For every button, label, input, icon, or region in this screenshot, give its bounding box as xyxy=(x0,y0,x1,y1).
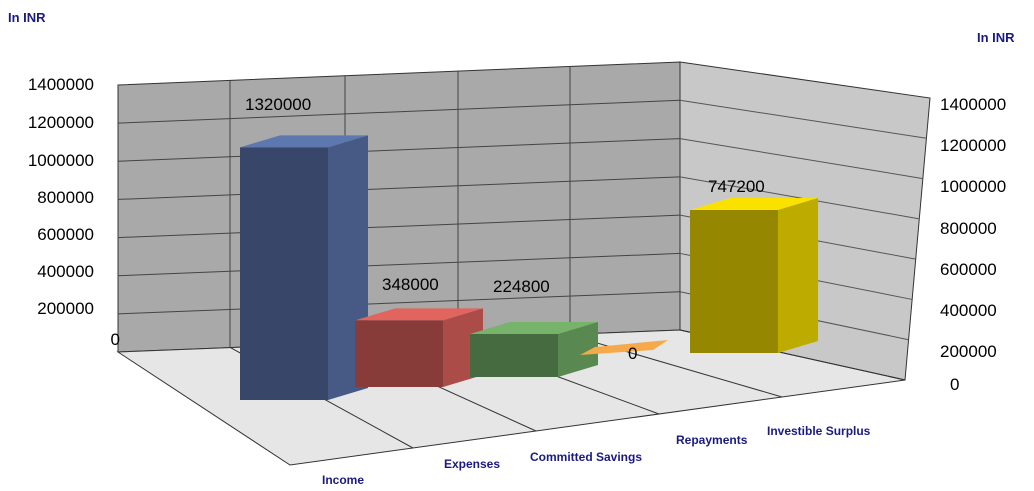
right-tick-label: 800000 xyxy=(940,219,997,238)
bar-side xyxy=(778,197,818,353)
gridline xyxy=(117,214,681,239)
left-tick-label: 1000000 xyxy=(28,151,94,170)
right-tick-label: 1400000 xyxy=(940,95,1006,114)
category-label: Repayments xyxy=(676,433,748,447)
category-labels: Income Expenses Committed Savings Repayment… xyxy=(322,424,871,487)
category-label: Committed Savings xyxy=(530,450,642,464)
gridline xyxy=(117,99,681,124)
left-tick-label: 400000 xyxy=(37,262,94,281)
bars xyxy=(240,135,818,401)
gridline xyxy=(117,252,681,277)
category-label: Expenses xyxy=(444,457,500,471)
left-tick-label: 0 xyxy=(111,330,120,349)
right-tick-label: 200000 xyxy=(940,342,997,361)
bar xyxy=(240,147,328,400)
category-label: Investible Surplus xyxy=(767,424,871,438)
bar-top xyxy=(470,321,598,334)
right-axis-ticks: 1400000 1200000 1000000 800000 600000 400000 2… xyxy=(940,95,1006,394)
right-tick-label: 600000 xyxy=(940,260,997,279)
data-labels: 1320000 348000 224800 0 747200 xyxy=(245,95,765,363)
bar-side xyxy=(558,321,598,377)
gridline xyxy=(117,176,681,200)
bar xyxy=(690,209,778,353)
right-tick-label: 400000 xyxy=(940,301,997,320)
category-label: Income xyxy=(322,473,364,487)
right-tick-label: 1000000 xyxy=(940,177,1006,196)
right-tick-label: 1200000 xyxy=(940,136,1006,155)
left-tick-label: 800000 xyxy=(37,188,94,207)
gridline xyxy=(679,138,923,180)
data-label: 348000 xyxy=(382,275,439,294)
left-tick-label: 1200000 xyxy=(28,113,94,132)
gridline xyxy=(679,99,927,139)
data-label: 747200 xyxy=(708,177,765,196)
gridline xyxy=(117,291,681,315)
right-tick-label: 0 xyxy=(950,375,959,394)
left-axis-ticks: 1400000 1200000 1000000 800000 600000 400000 2… xyxy=(28,75,120,349)
gridline xyxy=(117,138,681,162)
left-tick-label: 200000 xyxy=(37,299,94,318)
data-label: 1320000 xyxy=(245,95,311,114)
right-axis-unit: In INR xyxy=(977,30,1015,45)
data-label: 0 xyxy=(628,344,637,363)
gridline xyxy=(679,176,920,220)
bar xyxy=(580,340,668,355)
left-tick-label: 1400000 xyxy=(28,75,94,94)
floor-divider xyxy=(567,333,783,398)
left-tick-label: 600000 xyxy=(37,225,94,244)
left-axis-unit: In INR xyxy=(8,10,46,25)
bar-top xyxy=(355,308,483,321)
bar xyxy=(470,333,558,377)
bar-top xyxy=(240,135,368,148)
bar-top xyxy=(690,197,818,210)
data-label: 224800 xyxy=(493,277,550,296)
bar xyxy=(355,320,443,387)
